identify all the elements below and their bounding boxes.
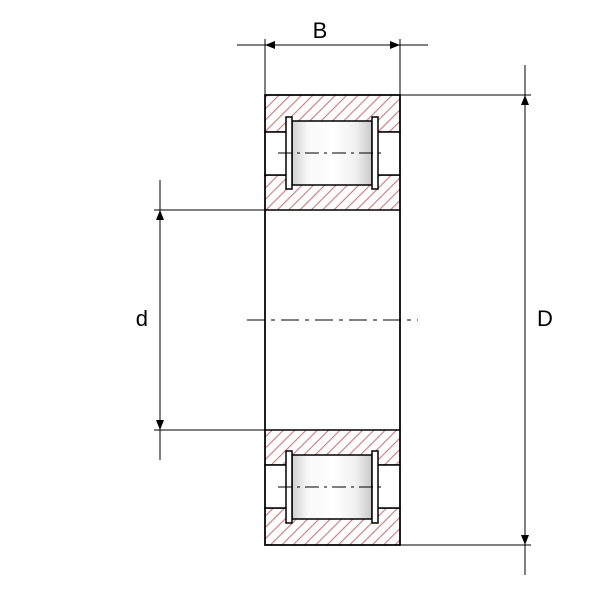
dimension-label-B: B <box>313 18 328 43</box>
bearing-cross-section-diagram: Bd D <box>0 0 600 600</box>
roller-bottom <box>278 451 386 523</box>
roller-top <box>278 117 386 189</box>
dimension-label-d: d <box>136 306 148 331</box>
dimension-label-D: D <box>537 306 553 331</box>
